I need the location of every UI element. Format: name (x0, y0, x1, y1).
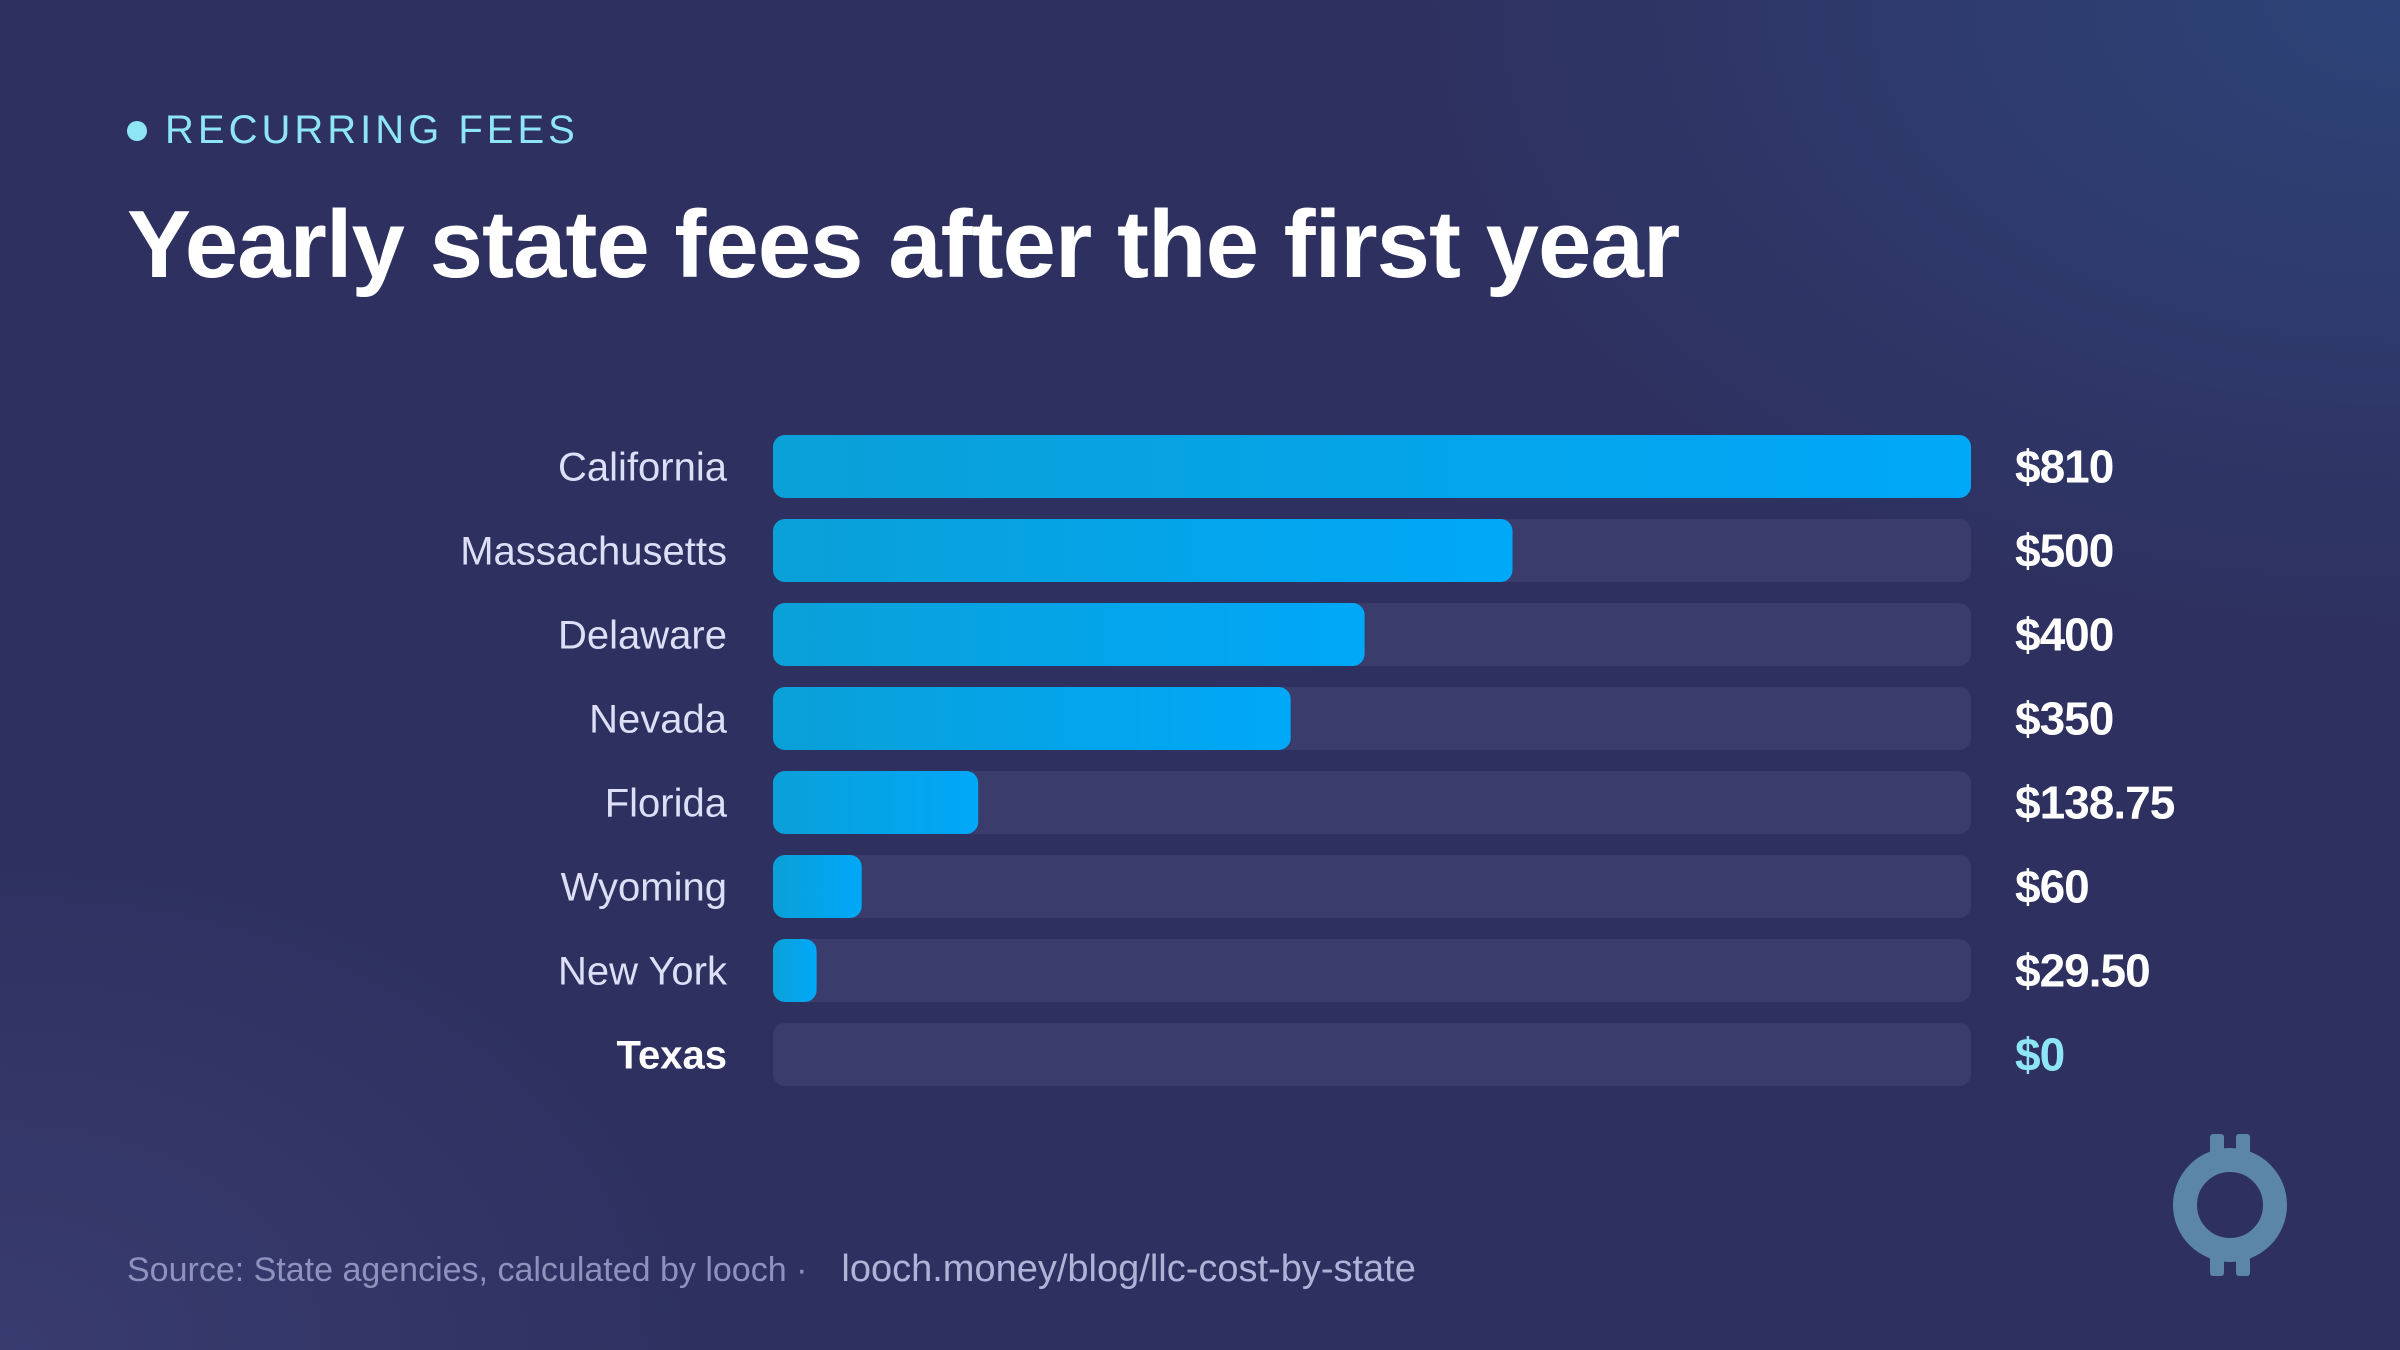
category-label-nevada: Nevada (589, 698, 728, 742)
eyebrow-dot-icon (127, 120, 147, 141)
category-label-delaware: Delaware (558, 614, 727, 658)
source-link[interactable]: looch.money/blog/llc-cost-by-state (841, 1248, 1416, 1290)
value-label-massachusetts: $500 (2015, 525, 2113, 577)
value-label-texas: $0 (2015, 1029, 2064, 1081)
value-label-delaware: $400 (2015, 609, 2113, 661)
category-label-texas: Texas (617, 1034, 727, 1078)
bar-massachusetts (773, 519, 1513, 582)
bar-new-york (773, 939, 817, 1002)
eyebrow: RECURRING FEES (127, 108, 579, 153)
bar-track-florida (773, 771, 1971, 834)
value-label-nevada: $350 (2015, 693, 2113, 745)
bar-track-wyoming (773, 855, 1971, 918)
category-label-florida: Florida (605, 782, 728, 826)
bar-track-new-york (773, 939, 1971, 1002)
bar-nevada (773, 687, 1291, 750)
bar-florida (773, 771, 979, 834)
bar-wyoming (773, 855, 862, 918)
value-label-wyoming: $60 (2015, 861, 2089, 913)
value-label-new-york: $29.50 (2015, 945, 2150, 997)
eyebrow-label: RECURRING FEES (165, 108, 579, 152)
value-label-california: $810 (2015, 441, 2113, 493)
bar-track-texas (773, 1023, 1971, 1086)
category-label-new-york: New York (558, 950, 728, 994)
category-label-california: California (558, 446, 728, 490)
bar-delaware (773, 603, 1365, 666)
bar-california (773, 435, 1971, 498)
source-note: Source: State agencies, calculated by lo… (127, 1251, 808, 1289)
chart-rows: California $810 Massachusetts $500 Delaware $… (460, 435, 2176, 1086)
chart-title: Yearly state fees after the first year (127, 191, 1680, 298)
category-label-massachusetts: Massachusetts (460, 530, 727, 574)
category-label-wyoming: Wyoming (561, 866, 727, 910)
value-label-florida: $138.75 (2015, 777, 2175, 829)
footer: Source: State agencies, calculated by lo… (127, 1248, 1416, 1291)
looch-logo-icon (2173, 1134, 2287, 1276)
